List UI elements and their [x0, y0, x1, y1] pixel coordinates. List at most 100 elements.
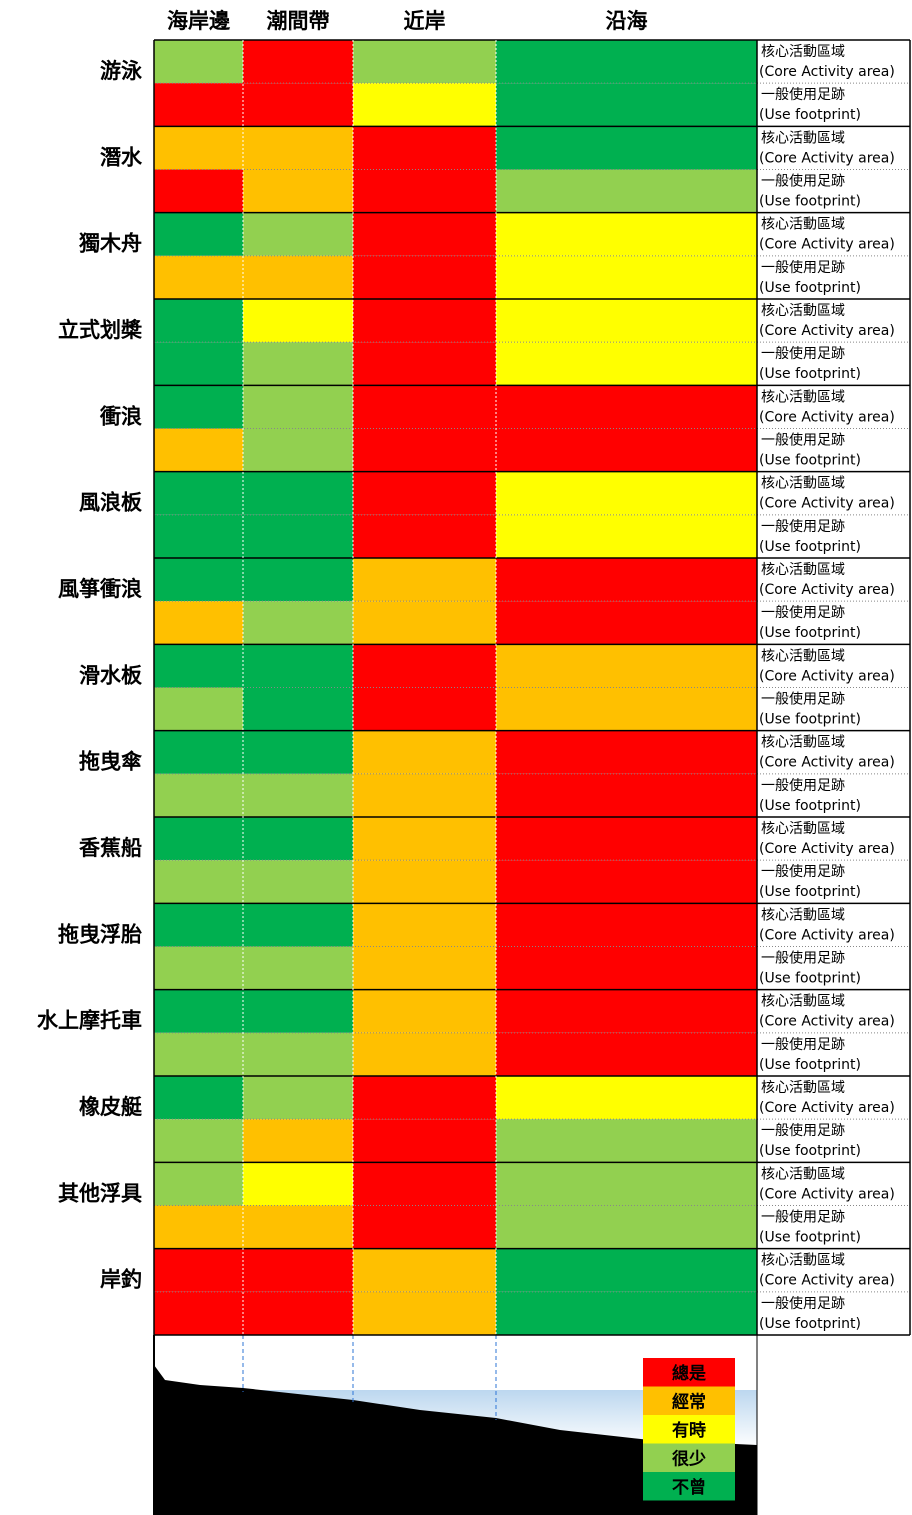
cell: [154, 1205, 243, 1249]
cell: [154, 687, 243, 731]
cell: [243, 773, 353, 817]
cell: [243, 601, 353, 645]
row-type: 核心活動區域: [761, 1253, 845, 1269]
cell: [353, 903, 496, 947]
cell: [243, 385, 353, 429]
cell: [353, 1205, 496, 1249]
activity-label: 拖曳傘: [79, 749, 143, 774]
cell: [243, 83, 353, 127]
activity-label: 滑水板: [79, 662, 143, 687]
row-type: 核心活動區域: [761, 821, 845, 837]
cell: [243, 514, 353, 558]
cell: [154, 1291, 243, 1335]
cell: [353, 1032, 496, 1076]
cell: [496, 428, 757, 472]
row-type: (Use footprint): [759, 1143, 861, 1159]
cell: [353, 1248, 496, 1292]
activity-label: 拖曳浮胎: [58, 921, 142, 946]
cell: [243, 1119, 353, 1163]
row-type: 一般使用足跡: [761, 518, 845, 535]
cell: [243, 471, 353, 515]
cell: [154, 471, 243, 515]
cell: [496, 989, 757, 1033]
cell: [353, 1119, 496, 1163]
row-type: (Core Activity area): [759, 150, 895, 166]
cell: [353, 40, 496, 84]
row-type: 一般使用足跡: [761, 1122, 845, 1139]
cell: [154, 903, 243, 947]
row-type: (Use footprint): [759, 280, 861, 296]
cell: [243, 860, 353, 904]
row-type: (Use footprint): [759, 194, 861, 210]
cell: [496, 1291, 757, 1335]
cell: [154, 1032, 243, 1076]
cell: [353, 1076, 496, 1120]
row-type: 一般使用足跡: [761, 432, 845, 449]
row-type: (Core Activity area): [759, 323, 895, 339]
cell: [353, 730, 496, 774]
cell: [496, 1162, 757, 1206]
cell: [243, 1205, 353, 1249]
cell: [353, 687, 496, 731]
row-type: (Use footprint): [759, 798, 861, 814]
cell: [154, 255, 243, 299]
cell: [496, 730, 757, 774]
cell: [496, 644, 757, 688]
row-type: 核心活動區域: [761, 1166, 845, 1182]
cell: [353, 299, 496, 343]
cell: [353, 212, 496, 256]
cell: [154, 860, 243, 904]
cell: [154, 212, 243, 256]
row-type: (Core Activity area): [759, 1273, 895, 1289]
row-type: (Use footprint): [759, 453, 861, 469]
cell: [154, 558, 243, 602]
cell: [496, 1248, 757, 1292]
cell: [243, 946, 353, 990]
cell: [496, 773, 757, 817]
cell: [353, 169, 496, 213]
row-type: (Core Activity area): [759, 409, 895, 425]
cell: [496, 471, 757, 515]
cell: [353, 601, 496, 645]
legend-swatch: [643, 1443, 735, 1472]
row-type: 一般使用足跡: [761, 345, 845, 362]
row-type: 核心活動區域: [761, 303, 845, 319]
row-type: (Core Activity area): [759, 841, 895, 857]
row-type: (Core Activity area): [759, 64, 895, 80]
cell: [496, 126, 757, 170]
legend-label: 總是: [672, 1363, 706, 1384]
cell: [353, 817, 496, 861]
row-type: 核心活動區域: [761, 562, 845, 578]
legend-swatch: [643, 1358, 735, 1387]
cell: [243, 903, 353, 947]
activity-label: 香蕉船: [79, 835, 142, 860]
row-type: (Use footprint): [759, 1316, 861, 1332]
row-type: 一般使用足跡: [761, 1295, 845, 1312]
cell: [353, 946, 496, 990]
cell: [154, 730, 243, 774]
cell: [353, 558, 496, 602]
cell: [154, 1162, 243, 1206]
cell: [353, 428, 496, 472]
cell: [353, 1162, 496, 1206]
cell: [496, 558, 757, 602]
row-type: (Use footprint): [759, 539, 861, 555]
cell: [243, 730, 353, 774]
row-type: 一般使用足跡: [761, 173, 845, 190]
cell: [353, 1291, 496, 1335]
cell: [496, 342, 757, 386]
cell: [353, 514, 496, 558]
cell: [243, 817, 353, 861]
row-type: 核心活動區域: [761, 217, 845, 233]
cell: [243, 342, 353, 386]
activity-label: 立式划槳: [58, 317, 143, 342]
row-type: (Core Activity area): [759, 496, 895, 512]
activity-label: 游泳: [100, 58, 143, 83]
cell: [496, 40, 757, 84]
activity-label: 潛水: [100, 144, 143, 169]
cell: [353, 342, 496, 386]
row-type: (Use footprint): [759, 107, 861, 123]
cell: [496, 817, 757, 861]
row-type: 一般使用足跡: [761, 1036, 845, 1053]
cell: [154, 1248, 243, 1292]
